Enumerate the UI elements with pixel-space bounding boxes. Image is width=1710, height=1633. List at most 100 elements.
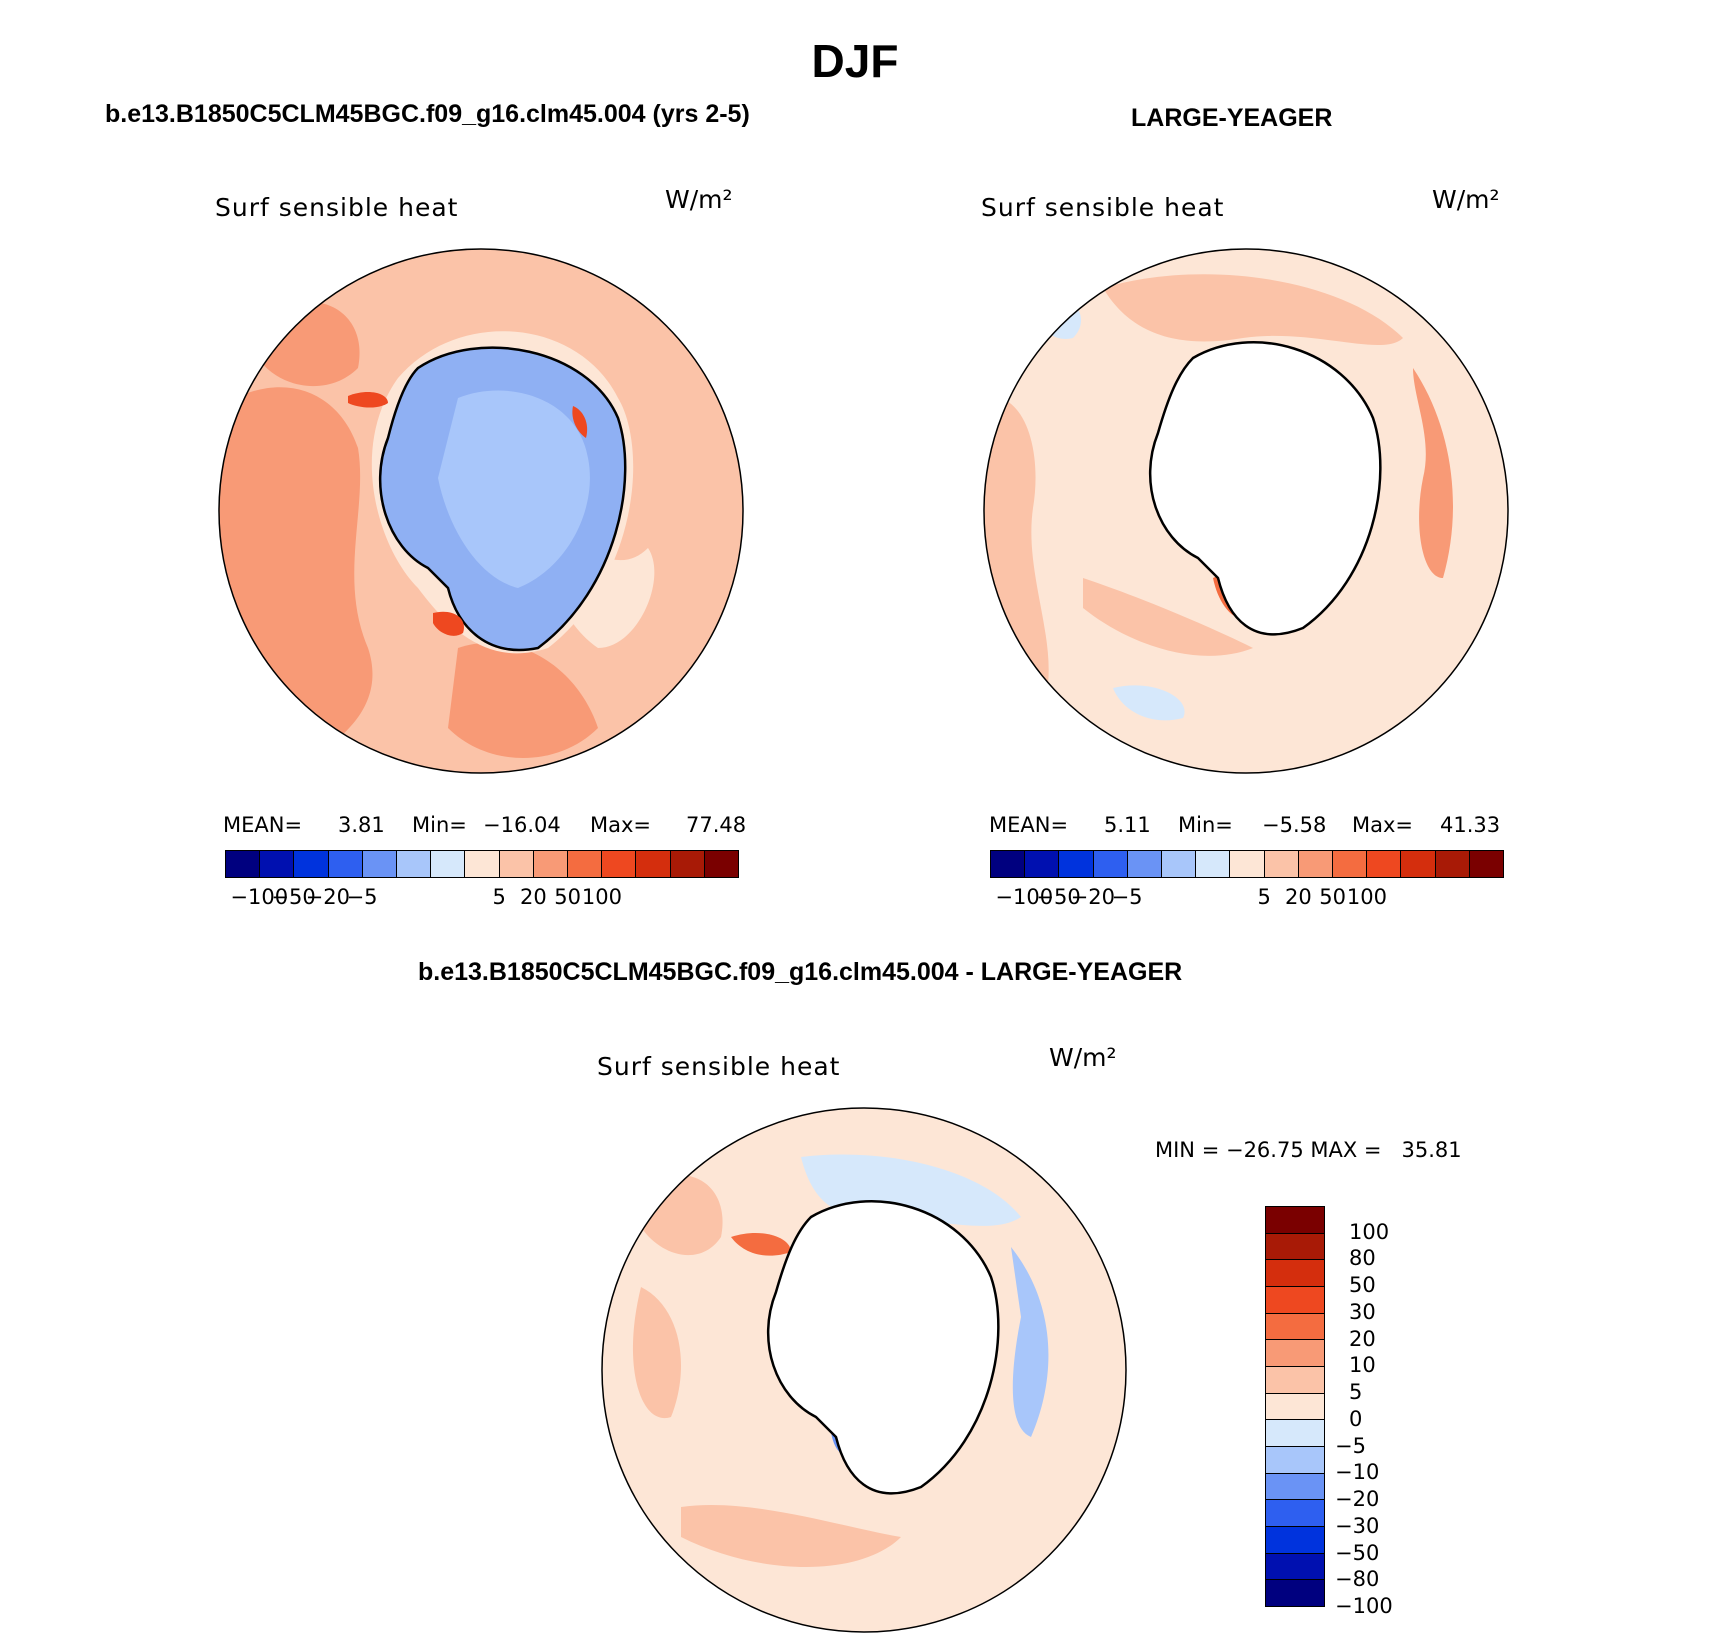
colorbar-swatch [533, 851, 569, 877]
colorbar-swatch [362, 851, 398, 877]
colorbar-swatch [1059, 851, 1094, 877]
left-max-label: Max= [590, 813, 652, 837]
left-warm-region-west [219, 387, 373, 773]
diff-antarctica-landmass [767, 1200, 1000, 1495]
colorbar-swatch [1266, 1393, 1324, 1421]
colorbar-swatch [499, 851, 534, 877]
colorbar-tick-label: 20 [1285, 885, 1312, 909]
colorbar-tick-label: −50 [271, 885, 316, 909]
colorbar-tick-label: 30 [1349, 1299, 1376, 1324]
colorbar-swatch [1025, 851, 1060, 877]
diff-colorbar-ticks: 100 80 50 30 20 10 5 0 −5 −10 −20 −30 −50 −80 −100 [1335, 1206, 1415, 1618]
colorbar-tick-label: 5 [1349, 1380, 1363, 1405]
diff-colorbar [1265, 1206, 1325, 1607]
colorbar-tick-label: 20 [1349, 1326, 1376, 1351]
colorbar-swatch [1266, 1420, 1324, 1448]
diff-polar-map [601, 1107, 1127, 1633]
left-warm-region-south [448, 642, 598, 758]
right-colorbar-ticks: −100 −50 −20 −5 5 20 50 100 [990, 885, 1504, 911]
left-polar-map [218, 248, 744, 774]
colorbar-swatch [294, 851, 329, 877]
colorbar-swatch [670, 851, 705, 877]
colorbar-tick-label: −20 [1335, 1487, 1380, 1512]
colorbar-swatch [397, 851, 432, 877]
colorbar-swatch [465, 851, 500, 877]
right-max-label: Max= [1352, 813, 1414, 837]
diff-variable-label: Surf sensible heat [597, 1052, 841, 1081]
colorbar-swatch [1401, 851, 1436, 877]
colorbar-swatch [1127, 851, 1163, 877]
colorbar-tick-label: −5 [1335, 1433, 1366, 1458]
colorbar-tick-label: −100 [995, 885, 1054, 909]
colorbar-tick-label: 0 [1349, 1406, 1363, 1431]
colorbar-swatch [1266, 1287, 1324, 1314]
colorbar-swatch [431, 851, 466, 877]
diff-minmax-text: MIN = −26.75 MAX = 35.81 [1155, 1138, 1462, 1162]
right-variable-label: Surf sensible heat [981, 193, 1225, 222]
colorbar-tick-label: 50 [1319, 885, 1347, 909]
colorbar-swatch [1162, 851, 1197, 877]
left-hotspot-ross [433, 611, 464, 636]
colorbar-tick-label: 80 [1349, 1246, 1376, 1271]
colorbar-swatch [1196, 851, 1231, 877]
diff-warm-patch-west [632, 1287, 681, 1419]
right-antarctica-landmass [1149, 341, 1382, 636]
left-colorbar-ticks: −100 −50 −20 −5 5 20 50 100 [225, 885, 739, 911]
right-colorbar [990, 850, 1504, 878]
colorbar-swatch [1266, 1233, 1324, 1261]
right-cool-patch-south [1113, 685, 1185, 721]
right-cool-patch-nw [1042, 301, 1082, 339]
figure-title: DJF [811, 35, 899, 87]
colorbar-swatch [991, 851, 1026, 877]
right-warm-band-north [1103, 274, 1403, 346]
colorbar-tick-label: −80 [1335, 1567, 1380, 1592]
colorbar-tick-label: 50 [554, 885, 582, 909]
left-plateau-region [438, 390, 590, 588]
colorbar-tick-label: 100 [1349, 1219, 1390, 1244]
colorbar-swatch [1266, 1340, 1324, 1368]
left-min-value: −16.04 [483, 813, 561, 837]
right-panel-title: LARGE-YEAGER [1131, 104, 1333, 132]
colorbar-swatch [1266, 1527, 1324, 1554]
colorbar-tick-label: −100 [230, 885, 289, 909]
colorbar-tick-label: −100 [1335, 1594, 1393, 1618]
colorbar-swatch [1266, 1580, 1324, 1607]
colorbar-swatch [1266, 1260, 1324, 1288]
right-max-value: 41.33 [1440, 813, 1501, 837]
diff-warm-patch-south [681, 1504, 901, 1567]
colorbar-swatch [1230, 851, 1265, 877]
colorbar-swatch [704, 851, 739, 877]
left-mean-value: 3.81 [338, 813, 385, 837]
right-mean-value: 5.11 [1104, 813, 1151, 837]
left-min-label: Min= [412, 813, 467, 837]
colorbar-swatch [568, 851, 603, 877]
colorbar-swatch [1264, 851, 1299, 877]
colorbar-tick-label: −20 [305, 885, 350, 909]
colorbar-tick-label: −5 [346, 885, 378, 909]
right-map-boundary [983, 248, 1509, 774]
colorbar-tick-label: 50 [1349, 1273, 1376, 1298]
diff-panel-title: b.e13.B1850C5CLM45BGC.f09_g16.clm45.004 … [418, 958, 1183, 986]
left-hotspot-weddell [348, 392, 388, 408]
right-polar-map [983, 248, 1509, 774]
right-min-value: −5.58 [1262, 813, 1327, 837]
colorbar-swatch [602, 851, 637, 877]
colorbar-swatch [636, 851, 671, 877]
colorbar-tick-label: −5 [1111, 885, 1143, 909]
colorbar-tick-label: 5 [1257, 885, 1271, 909]
colorbar-swatch [1093, 851, 1128, 877]
colorbar-tick-label: −50 [1335, 1540, 1380, 1565]
colorbar-tick-label: 5 [492, 885, 506, 909]
colorbar-tick-label: 100 [1346, 885, 1387, 909]
colorbar-swatch [226, 851, 261, 877]
left-map-boundary [218, 248, 744, 774]
left-units-label: W/m² [665, 185, 733, 214]
colorbar-swatch [1266, 1313, 1324, 1341]
right-warm-band-east [1413, 368, 1453, 578]
left-variable-label: Surf sensible heat [215, 193, 459, 222]
colorbar-swatch [1367, 851, 1402, 877]
left-colorbar [225, 850, 739, 878]
colorbar-tick-label: 10 [1349, 1353, 1376, 1378]
diff-hotspot-weddell [731, 1232, 791, 1256]
right-units-label: W/m² [1432, 185, 1500, 214]
